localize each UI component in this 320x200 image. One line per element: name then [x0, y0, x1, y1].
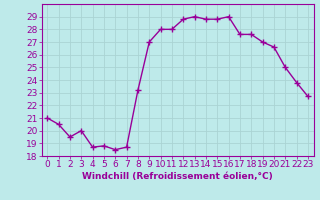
X-axis label: Windchill (Refroidissement éolien,°C): Windchill (Refroidissement éolien,°C) — [82, 172, 273, 181]
